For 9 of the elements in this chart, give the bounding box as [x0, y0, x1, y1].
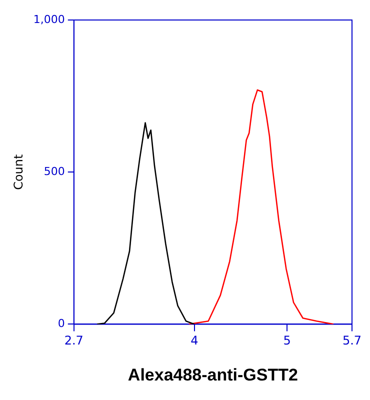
- y-tick-label: 500: [44, 164, 65, 178]
- x-tick-label: 5.7: [342, 334, 362, 348]
- y-axis-title: Count: [11, 154, 26, 190]
- y-tick-label: 1,000: [33, 12, 65, 26]
- x-tick-label: 5: [283, 334, 291, 348]
- y-tick-label: 0: [58, 317, 65, 330]
- x-tick-label: 2.7: [64, 334, 84, 348]
- x-tick-label: 4: [190, 334, 198, 348]
- x-axis-title: Alexa488-anti-GSTT2: [128, 365, 298, 384]
